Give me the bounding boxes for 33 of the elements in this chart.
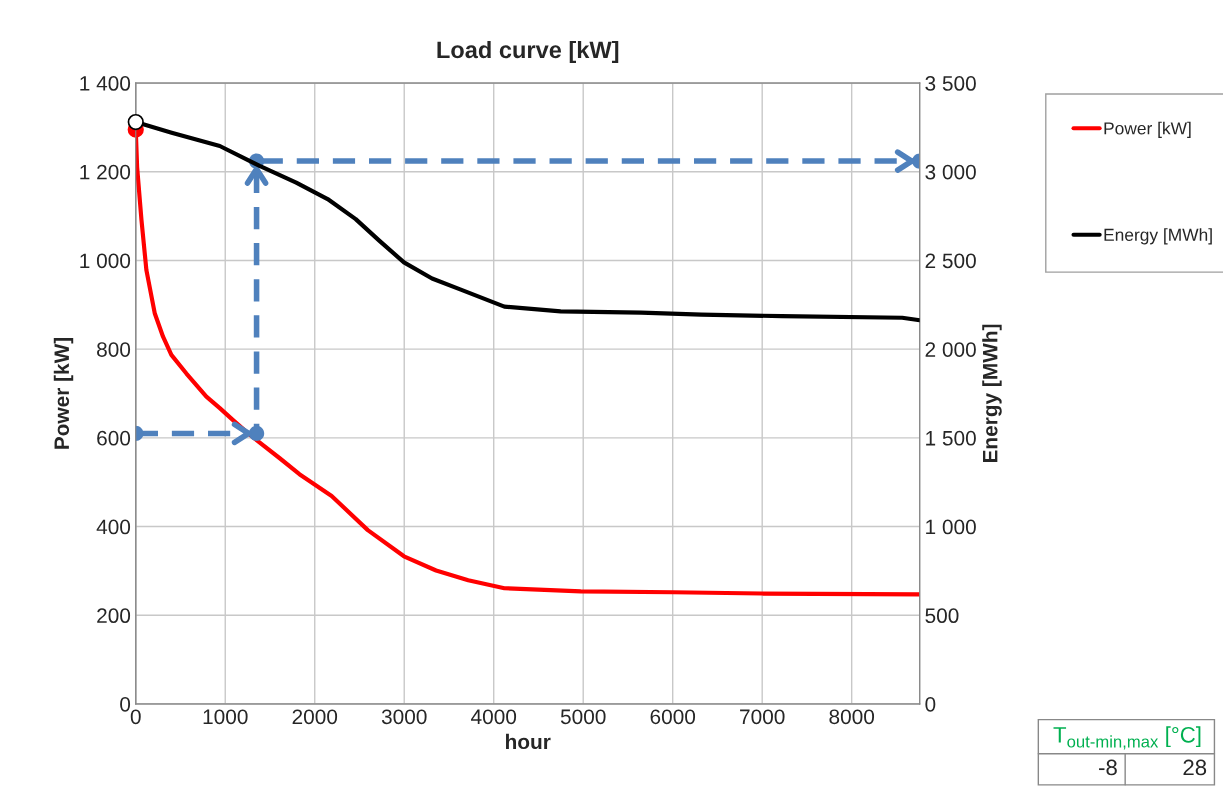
y2-tick-label: 2 000 bbox=[925, 342, 976, 357]
x-tick-label: 1000 bbox=[203, 709, 248, 725]
y2-axis-title: Energy [MWh] bbox=[982, 324, 1002, 463]
x-tick-label: 8000 bbox=[829, 709, 875, 725]
x-tick-label: 7000 bbox=[740, 709, 785, 725]
y-tick-label: 200 bbox=[97, 608, 131, 624]
chart-title: Load curve [kW] bbox=[437, 40, 619, 63]
y-tick-label: 400 bbox=[96, 519, 131, 535]
y-axis-title: Power [kW] bbox=[53, 337, 74, 449]
x-tick-label: 3000 bbox=[381, 709, 427, 725]
x-tick-label: 2000 bbox=[292, 709, 338, 725]
y2-tick-label: 2 500 bbox=[925, 253, 976, 269]
legend-label: Energy [MWh] bbox=[1104, 228, 1212, 245]
y2-tick-label: 3 500 bbox=[925, 76, 976, 91]
y-tick-label: 1 400 bbox=[80, 76, 131, 91]
legend-label: Power [kW] bbox=[1104, 121, 1191, 138]
y-tick-label: 800 bbox=[97, 342, 131, 357]
x-axis-title: hour bbox=[506, 733, 551, 750]
y2-tick-label: 0 bbox=[925, 696, 936, 712]
y2-tick-label: 1 500 bbox=[926, 430, 976, 446]
y2-tick-label: 500 bbox=[925, 608, 959, 624]
y2-tick-label: 3 000 bbox=[925, 164, 976, 180]
y2-tick-label: 1 000 bbox=[926, 519, 976, 535]
y-tick-label: 1 200 bbox=[80, 164, 131, 180]
y-tick-label: 1 000 bbox=[80, 253, 131, 269]
text: 28 bbox=[1183, 759, 1207, 776]
y-tick-label: 600 bbox=[97, 430, 131, 446]
x-tick-label: 0 bbox=[130, 709, 141, 725]
y-tick-label: 0 bbox=[120, 696, 131, 712]
text: -8 bbox=[1099, 759, 1117, 776]
x-tick-label: 6000 bbox=[650, 709, 696, 725]
x-tick-label: 5000 bbox=[560, 709, 606, 725]
x-tick-label: 4000 bbox=[471, 709, 517, 725]
